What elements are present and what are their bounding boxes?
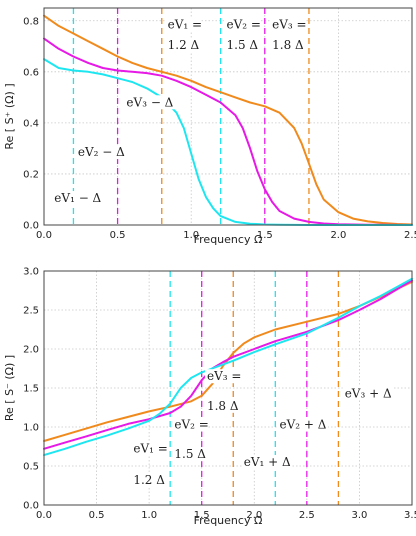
annotation-background (165, 17, 202, 32)
annotation-label: eV₁ = (168, 17, 202, 31)
annotation-label: 1.5 Δ (174, 447, 206, 461)
annotation-background (342, 386, 394, 401)
x-tick-label: 2.5 (299, 510, 315, 521)
annotation-background (75, 145, 127, 160)
y-tick-label: 2.0 (23, 345, 39, 356)
annotation-label: eV₃ = (207, 369, 241, 383)
annotation-label: eV₂ − Δ (78, 145, 125, 159)
annotation-label: eV₂ + Δ (280, 418, 327, 432)
x-tick-label: 2.0 (330, 230, 346, 241)
annotation-label: eV₃ − Δ (126, 95, 173, 109)
x-tick-label: 1.0 (183, 230, 199, 241)
x-tick-label: 0.5 (110, 230, 126, 241)
x-tick-label: 1.5 (194, 510, 210, 521)
y-axis-label: Re [ S⁻ (Ω) ] (3, 355, 16, 421)
annotation-label: 1.2 Δ (168, 38, 200, 52)
x-tick-label: 3.5 (404, 510, 416, 521)
y-tick-label: 0.0 (23, 221, 39, 232)
series-line (43, 14, 413, 226)
x-axis-label: Frequency Ω (194, 233, 263, 246)
annotation-background (204, 369, 241, 384)
series-line (43, 279, 413, 450)
annotation-background (172, 447, 209, 462)
annotation-label: eV₁ + Δ (244, 455, 291, 469)
x-tick-label: 0.0 (36, 230, 52, 241)
y-axis-label: Re [ S⁺ (Ω) ] (3, 83, 16, 149)
annotation-label: 1.5 Δ (227, 38, 259, 52)
annotation-background (270, 17, 307, 32)
top-panel-chart: 0.0 0.5 1.0 1.5 2.0 2.5 0.0 0.2 0.4 0.6 0.8 eV₁ − Δ… (3, 7, 416, 246)
annotation-background (52, 191, 103, 206)
series-line (43, 280, 413, 442)
series-line (43, 277, 413, 457)
annotation-background (224, 37, 261, 52)
x-axis-label: Frequency Ω (194, 514, 263, 527)
y-tick-label: 0.2 (23, 169, 39, 180)
bottom-panel-chart: 0.0 0.5 1.0 1.5 2.0 2.5 3.0 3.5 0.0 0.5 1.0 1.5 2.0 2… (3, 267, 416, 528)
y-tick-label: 0.6 (23, 67, 39, 78)
annotation-label: eV₁ − Δ (54, 191, 101, 205)
annotation-label: 1.2 Δ (133, 473, 165, 487)
y-tick-label: 2.5 (23, 306, 39, 317)
x-tick-label: 2.5 (404, 230, 416, 241)
annotation-label: 1.8 Δ (207, 399, 239, 413)
annotation-background (131, 441, 168, 456)
y-tick-label: 3.0 (23, 267, 39, 278)
x-tick-label: 0.0 (36, 510, 52, 521)
annotation-background (165, 37, 202, 52)
annotation-label: eV₃ = (272, 17, 306, 31)
y-tick-label: 0.5 (23, 462, 39, 473)
annotation-label: eV₁ = (133, 442, 167, 456)
annotation-background (204, 398, 241, 413)
y-tick-label: 1.0 (23, 423, 39, 434)
x-tick-label: 1.5 (257, 230, 273, 241)
annotation-background (241, 455, 293, 469)
series-line (43, 37, 413, 226)
plot-frame (43, 270, 413, 506)
annotation-background (172, 417, 209, 432)
y-tick-label: 0.0 (23, 501, 39, 512)
annotation-label: 1.8 Δ (272, 38, 304, 52)
annotation-background (224, 17, 261, 32)
y-tick-label: 0.8 (23, 16, 39, 27)
x-tick-label: 0.5 (89, 510, 105, 521)
annotation-label: eV₂ = (227, 17, 261, 31)
annotation-label: eV₂ = (174, 418, 208, 432)
y-tick-label: 1.5 (23, 384, 39, 395)
x-tick-label: 1.0 (141, 510, 157, 521)
y-tick-label: 0.4 (23, 118, 39, 129)
plot-frame (43, 7, 413, 226)
x-tick-label: 3.0 (351, 510, 367, 521)
annotation-background (270, 37, 307, 52)
annotation-background (277, 417, 328, 432)
annotation-background (131, 472, 168, 487)
annotation-background (124, 95, 175, 110)
annotation-label: eV₃ + Δ (345, 386, 392, 400)
x-tick-label: 2.0 (246, 510, 262, 521)
